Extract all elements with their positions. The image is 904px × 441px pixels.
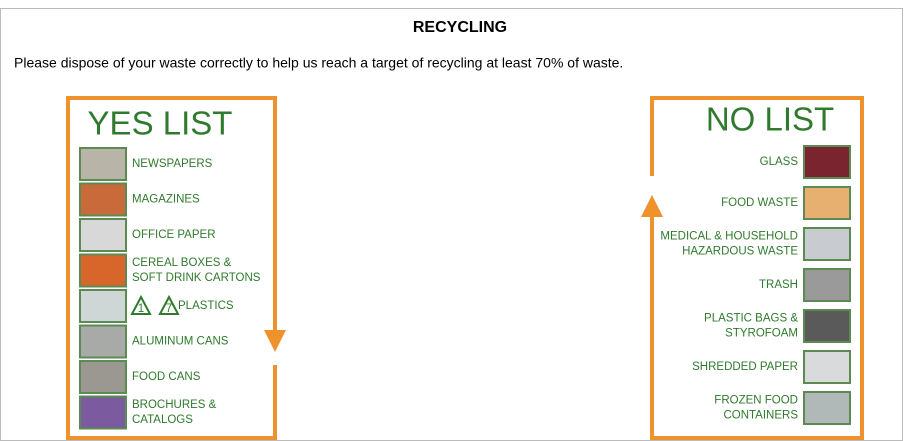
thumbnail (80, 290, 126, 322)
thumbnail (804, 351, 850, 383)
item-label: PLASTICS (178, 300, 234, 312)
thumbnail (80, 397, 126, 429)
thumbnail (804, 228, 850, 260)
item-label: FROZEN FOOD (714, 395, 798, 407)
thumbnail (804, 146, 850, 178)
item-label: STYROFOAM (725, 328, 798, 340)
item-label: FOOD WASTE (721, 197, 798, 209)
thumbnail (804, 310, 850, 342)
no-title: NO LIST (706, 101, 834, 138)
thumbnail (804, 392, 850, 424)
item-label: NEWSPAPERS (132, 158, 213, 170)
item-label: CONTAINERS (723, 410, 798, 422)
thumbnail (804, 187, 850, 219)
thumbnail (80, 184, 126, 216)
item-label: SHREDDED PAPER (692, 361, 798, 373)
symbol-number: 1 (138, 303, 144, 315)
item-label: OFFICE PAPER (132, 229, 216, 241)
page: RECYCLING Please dispose of your waste c… (0, 0, 904, 441)
item-label: MEDICAL & HOUSEHOLD (660, 231, 798, 243)
symbol-number: 7 (166, 303, 172, 315)
item-label: CEREAL BOXES & (132, 257, 232, 269)
item-label: ALUMINUM CANS (132, 336, 229, 348)
item-label: GLASS (760, 156, 799, 168)
thumbnail (804, 269, 850, 301)
item-label: SOFT DRINK CARTONS (132, 272, 261, 284)
item-label: TRASH (759, 279, 798, 291)
yes-arrow (264, 330, 286, 352)
no-arrow (641, 195, 663, 217)
item-label: HAZARDOUS WASTE (682, 246, 798, 258)
title: RECYCLING (413, 19, 507, 36)
yes-title: YES LIST (88, 105, 233, 142)
thumbnail (80, 255, 126, 287)
item-label: FOOD CANS (132, 371, 201, 383)
instruction: Please dispose of your waste correctly t… (14, 55, 623, 71)
thumbnail (80, 148, 126, 180)
thumbnail (80, 361, 126, 393)
item-label: BROCHURES & (132, 399, 217, 411)
item-label: CATALOGS (132, 414, 193, 426)
item-label: PLASTIC BAGS & (704, 313, 798, 325)
item-label: MAGAZINES (132, 194, 200, 206)
thumbnail (80, 219, 126, 251)
thumbnail (80, 326, 126, 358)
